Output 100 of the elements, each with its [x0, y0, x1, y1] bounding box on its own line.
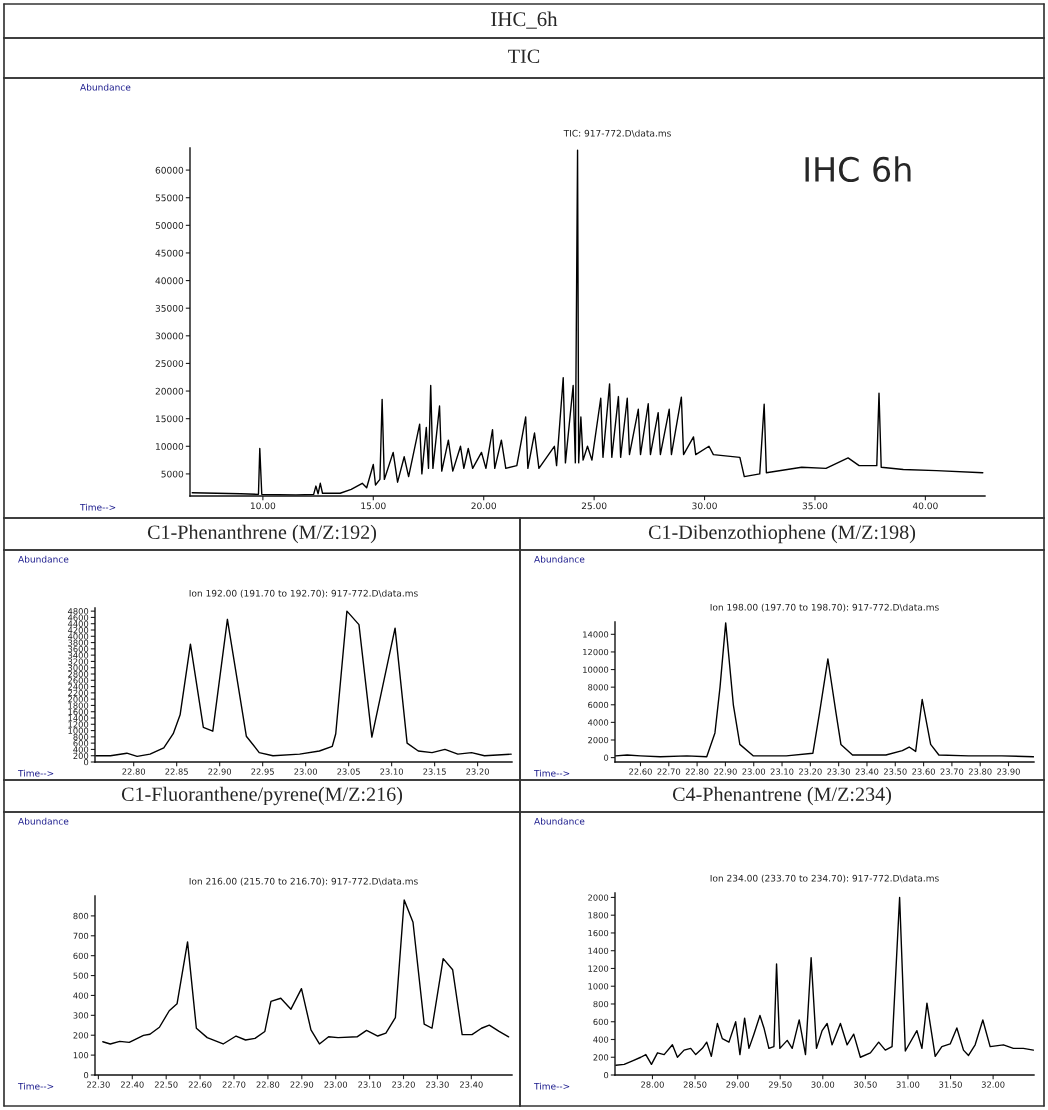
- y-tick-label: 800: [593, 1000, 609, 1008]
- x-tick-label: 23.80: [968, 768, 992, 775]
- x-axis-title: Time-->: [533, 769, 570, 777]
- chart-title: C1-Phenanthrene (M/Z:192): [147, 524, 377, 544]
- y-tick-label: 600: [73, 740, 89, 747]
- y-tick-label: 600: [593, 1018, 609, 1026]
- y-tick-label: 3400: [68, 652, 89, 659]
- y-tick-label: 25000: [155, 360, 184, 367]
- text: IHC_6h: [491, 11, 558, 29]
- y-tick-label: 0: [84, 1071, 89, 1079]
- x-tick-label: 23.10: [380, 768, 403, 775]
- y-tick-label: 0: [604, 1071, 609, 1079]
- y-tick-label: 1200: [588, 965, 609, 972]
- y-tick-label: 4600: [67, 614, 89, 621]
- chart-subtitle: Ion 216.00 (215.70 to 216.70): 917-772.D\data.ms: [189, 877, 418, 886]
- x-tick-label: 30.00: [811, 1081, 835, 1088]
- x-tick-label: 10.00: [250, 502, 276, 510]
- x-tick-label: 35.00: [802, 502, 828, 510]
- x-tick-label: 28.00: [641, 1081, 664, 1088]
- y-tick-label: 0: [604, 754, 609, 761]
- y-tick-label: 35000: [155, 304, 184, 312]
- x-tick-label: 22.60: [188, 1081, 212, 1088]
- x-tick-label: 22.80: [122, 768, 146, 775]
- x-tick-label: 22.80: [685, 768, 709, 775]
- y-tick-label: 400: [593, 1036, 609, 1043]
- x-tick-label: 23.00: [294, 768, 318, 775]
- y-tick-label: 1400: [68, 714, 89, 722]
- x-tick-label: 23.20: [799, 768, 822, 775]
- x-tick-label: 28.50: [683, 1081, 707, 1088]
- y-tick-label: 500: [73, 972, 89, 979]
- x-tick-label: 30.00: [692, 502, 717, 510]
- y-tick-label: 200: [593, 1054, 609, 1061]
- y-tick-label: 2000: [588, 736, 609, 744]
- x-tick-label: 23.10: [770, 768, 794, 775]
- y-tick-label: 6000: [588, 701, 609, 709]
- y-tick-label: 1800: [68, 702, 89, 709]
- chart-title: C4-Phenantrene (M/Z:234): [672, 786, 892, 806]
- y-tick-label: 600: [73, 952, 89, 959]
- x-tick-label: 31.50: [939, 1081, 962, 1088]
- x-tick-label: 23.15: [423, 768, 446, 775]
- y-axis-title: Abundance: [18, 555, 69, 563]
- x-axis-title: Time-->: [533, 1082, 570, 1090]
- y-tick-label: 700: [73, 932, 89, 940]
- x-tick-label: 32.00: [981, 1081, 1005, 1088]
- y-tick-label: 200: [73, 1032, 89, 1039]
- y-tick-label: 4200: [67, 626, 89, 634]
- y-tick-label: 300: [73, 1012, 89, 1019]
- y-tick-label: 50000: [155, 222, 184, 229]
- y-axis-title: Abundance: [80, 83, 131, 91]
- x-axis-title: Time-->: [17, 769, 54, 777]
- y-tick-label: 20000: [155, 387, 184, 395]
- x-tick-label: 22.90: [290, 1081, 314, 1088]
- y-axis-title: Abundance: [534, 555, 585, 563]
- x-tick-label: 22.90: [208, 768, 232, 775]
- y-tick-label: 4000: [67, 633, 89, 640]
- y-tick-label: 4800: [67, 608, 89, 615]
- y-tick-label: 2000: [68, 696, 89, 703]
- y-tick-label: 1000: [588, 983, 609, 990]
- line-series: [191, 149, 984, 496]
- y-tick-label: 4400: [67, 620, 89, 627]
- y-tick-label: 3800: [68, 639, 89, 646]
- y-tick-label: 10000: [583, 666, 609, 673]
- y-tick-label: 3000: [68, 664, 89, 671]
- x-tick-label: 20.00: [471, 502, 497, 510]
- y-tick-label: 60000: [155, 166, 184, 174]
- chart-subtitle: Ion 234.00 (233.70 to 234.70): 917-772.D\data.ms: [710, 874, 939, 883]
- x-tick-label: 23.00: [742, 768, 766, 775]
- x-tick-label: 25.00: [581, 502, 607, 510]
- y-tick-label: 12000: [583, 648, 609, 656]
- x-tick-label: 22.50: [154, 1081, 178, 1088]
- line-series: [615, 896, 1034, 1066]
- x-tick-label: 22.70: [657, 768, 681, 775]
- chart-title: C1-Fluoranthene/pyrene(M/Z:216): [121, 786, 403, 806]
- line-series: [102, 899, 510, 1045]
- x-tick-label: 22.90: [714, 768, 737, 775]
- line-series: [95, 610, 512, 758]
- y-tick-label: 1000: [68, 727, 89, 734]
- y-tick-label: 14000: [583, 631, 609, 638]
- x-tick-label: 22.40: [120, 1081, 144, 1088]
- y-tick-label: 2600: [68, 677, 89, 684]
- x-tick-label: 40.00: [912, 502, 938, 510]
- y-tick-label: 40000: [155, 277, 184, 285]
- y-tick-label: 800: [73, 912, 89, 920]
- x-tick-label: 22.60: [629, 768, 652, 775]
- annotation: IHC 6h: [805, 156, 911, 183]
- y-tick-label: 400: [73, 746, 89, 753]
- x-tick-label: 15.00: [361, 502, 386, 510]
- x-tick-label: 29.00: [726, 1081, 750, 1088]
- y-tick-label: 45000: [155, 249, 184, 257]
- y-tick-label: 800: [73, 733, 89, 741]
- y-tick-label: 2800: [68, 670, 89, 678]
- x-tick-label: 23.40: [855, 768, 879, 775]
- y-tick-label: 55000: [155, 194, 184, 202]
- x-tick-label: 22.80: [256, 1081, 280, 1088]
- x-tick-label: 23.70: [940, 768, 964, 775]
- y-tick-label: 400: [73, 992, 89, 999]
- y-tick-label: 0: [84, 758, 89, 766]
- y-tick-label: 1400: [588, 947, 609, 954]
- x-tick-label: 23.00: [324, 1081, 348, 1088]
- y-tick-label: 200: [73, 752, 89, 759]
